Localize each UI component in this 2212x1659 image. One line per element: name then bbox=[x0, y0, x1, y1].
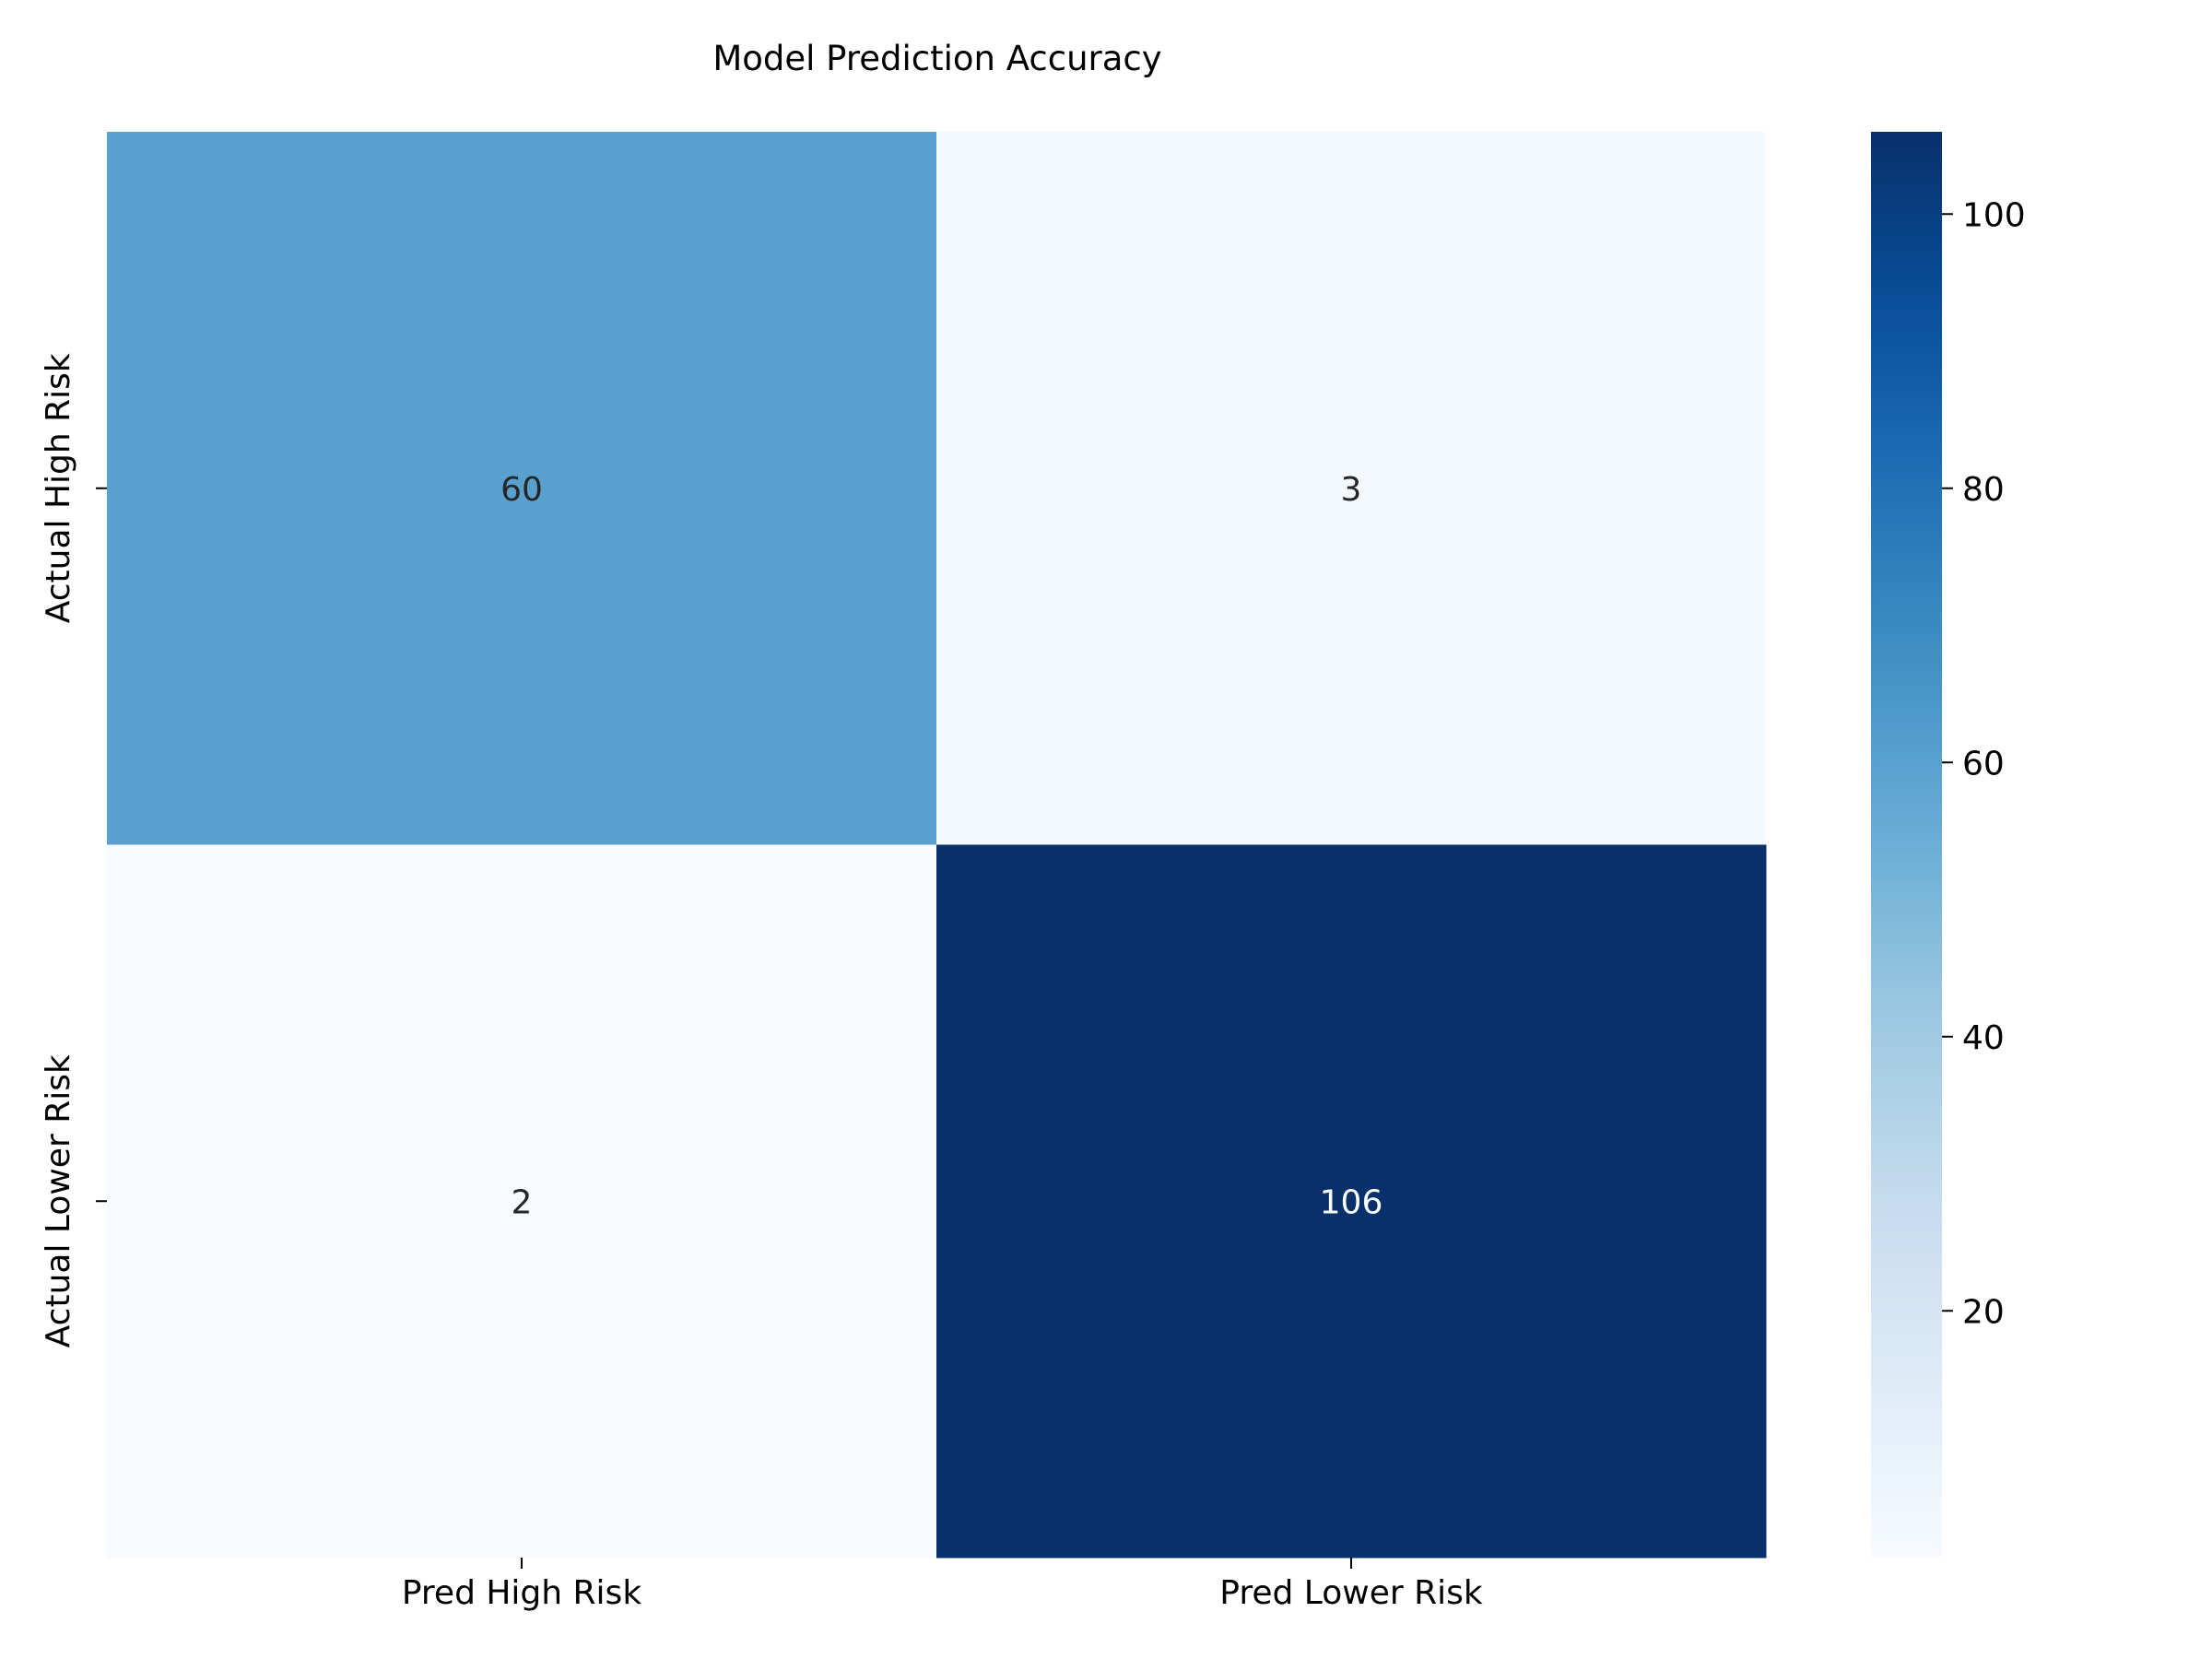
colorbar-tick-label: 20 bbox=[1962, 1293, 2005, 1331]
heatmap-cell bbox=[107, 844, 937, 1559]
y-axis: Actual High Risk Actual Lower Risk bbox=[40, 353, 107, 1347]
colorbar-tick-label: 60 bbox=[1962, 745, 2005, 782]
cell-value-label: 2 bbox=[512, 1183, 533, 1221]
heatmap-cell bbox=[107, 132, 937, 845]
heatmap-annotations: 60 3 2 106 bbox=[500, 471, 1382, 1222]
cell-value-label: 60 bbox=[500, 471, 543, 509]
colorbar-tick-label: 80 bbox=[1962, 471, 2005, 509]
y-tick-label: Actual Lower Risk bbox=[40, 1054, 77, 1347]
heatmap-cell bbox=[936, 132, 1767, 845]
heatmap-cells bbox=[107, 132, 1767, 1559]
chart-title: Model Prediction Accuracy bbox=[712, 39, 1161, 78]
x-tick-label: Pred Lower Risk bbox=[1219, 1574, 1483, 1612]
heatmap-cell bbox=[936, 844, 1767, 1559]
cell-value-label: 3 bbox=[1341, 471, 1362, 509]
colorbar-tick-label: 40 bbox=[1962, 1019, 2005, 1057]
colorbar-tick-label: 100 bbox=[1962, 196, 2026, 234]
x-axis: Pred High Risk Pred Lower Risk bbox=[402, 1558, 1483, 1612]
colorbar-axis: 20 40 60 80 100 bbox=[1942, 196, 2026, 1331]
y-tick-label: Actual High Risk bbox=[40, 353, 77, 623]
cell-value-label: 106 bbox=[1320, 1183, 1383, 1221]
x-tick-label: Pred High Risk bbox=[402, 1574, 641, 1612]
colorbar bbox=[1871, 132, 1942, 1558]
